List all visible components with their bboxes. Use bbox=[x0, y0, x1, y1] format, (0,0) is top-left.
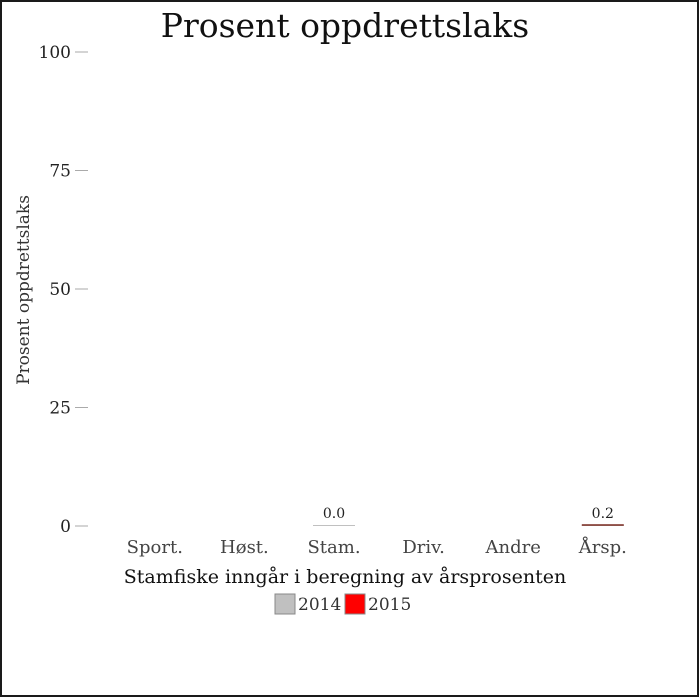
x-tick-label: Stam. bbox=[307, 537, 360, 558]
y-axis-label: Prosent oppdrettslaks bbox=[14, 195, 34, 385]
bars bbox=[313, 524, 624, 526]
y-tick-label: 100 bbox=[39, 43, 71, 63]
data-labels: 0.0 0.2 bbox=[323, 506, 614, 522]
legend: 2014 2015 bbox=[274, 593, 411, 615]
y-tick-label: 75 bbox=[49, 162, 71, 182]
legend-label: 2015 bbox=[368, 595, 411, 615]
x-tick-label: Sport. bbox=[127, 537, 183, 558]
chart-title: Prosent oppdrettslaks bbox=[161, 6, 529, 45]
y-tick-label: 50 bbox=[49, 280, 71, 300]
x-axis-label: Stamfiske inngår i beregning av årsprose… bbox=[124, 566, 566, 588]
x-tick-label: Høst. bbox=[220, 537, 269, 558]
legend-swatch bbox=[274, 593, 296, 615]
data-label: 0.2 bbox=[592, 506, 614, 522]
y-tick-label: 25 bbox=[49, 399, 71, 419]
bar bbox=[313, 525, 355, 526]
y-tick-label: 0 bbox=[60, 517, 71, 537]
x-tick-label: Årsp. bbox=[578, 536, 627, 558]
x-axis-tick-labels: Sport. Høst. Stam. Driv. Andre Årsp. bbox=[127, 536, 627, 558]
legend-swatch bbox=[344, 593, 366, 615]
data-label: 0.0 bbox=[323, 506, 345, 522]
x-tick-label: Driv. bbox=[402, 537, 445, 558]
y-axis: 0 25 50 75 100 bbox=[39, 43, 88, 537]
legend-label: 2014 bbox=[298, 595, 341, 615]
x-tick-label: Andre bbox=[485, 537, 541, 558]
